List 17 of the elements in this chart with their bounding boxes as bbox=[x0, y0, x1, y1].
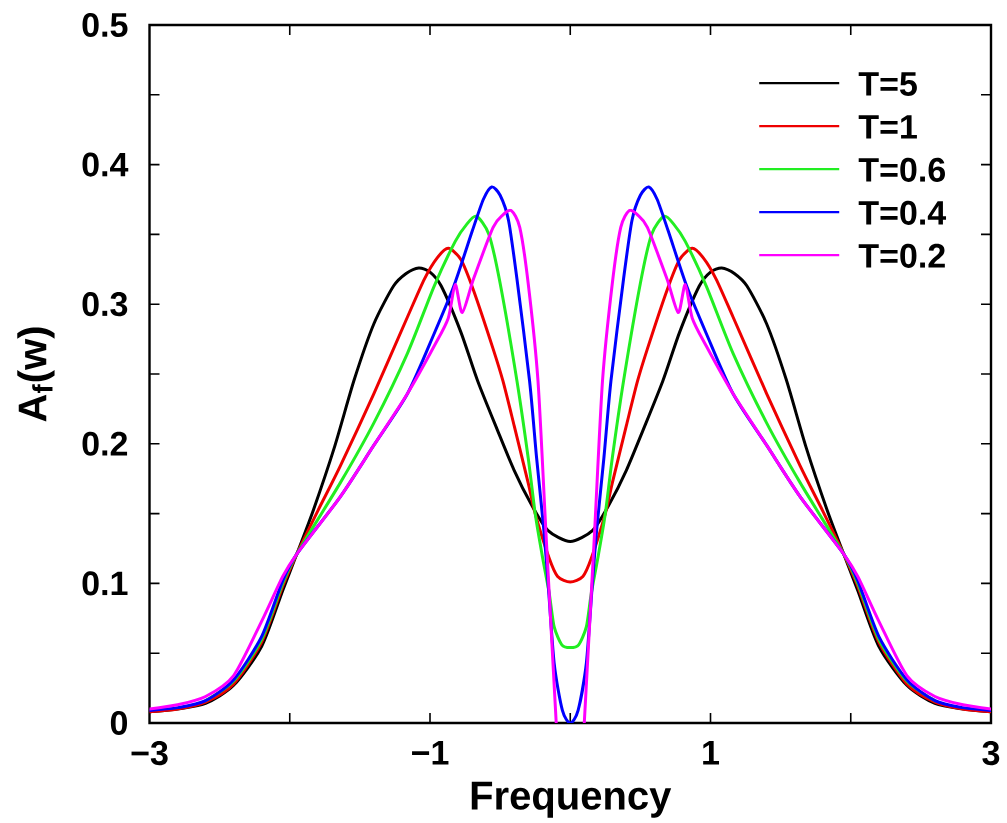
legend-label: T=0.4 bbox=[858, 200, 947, 225]
x-tick-label: 1 bbox=[703, 741, 720, 765]
y-tick-label: 0.5 bbox=[82, 12, 128, 38]
x-axis-title: Frequency bbox=[471, 781, 672, 818]
y-tick-label: 0.1 bbox=[82, 571, 128, 596]
legend-label: T=5 bbox=[858, 72, 917, 96]
legend-label: T=1 bbox=[858, 115, 917, 139]
x-tick-label: −1 bbox=[412, 741, 449, 765]
y-tick-label: 0.4 bbox=[82, 152, 129, 177]
legend-label: T=0.6 bbox=[858, 157, 945, 182]
y-tick-label: 0.3 bbox=[82, 292, 128, 317]
y-tick-label: 0 bbox=[110, 710, 128, 736]
legend-label: T=0.2 bbox=[858, 243, 945, 268]
y-axis-title: A$_{f}$(w) bbox=[17, 327, 55, 422]
x-tick-label: −3 bbox=[131, 741, 168, 766]
y-tick-label: 0.2 bbox=[82, 431, 128, 456]
x-tick-label: 3 bbox=[982, 741, 1000, 766]
